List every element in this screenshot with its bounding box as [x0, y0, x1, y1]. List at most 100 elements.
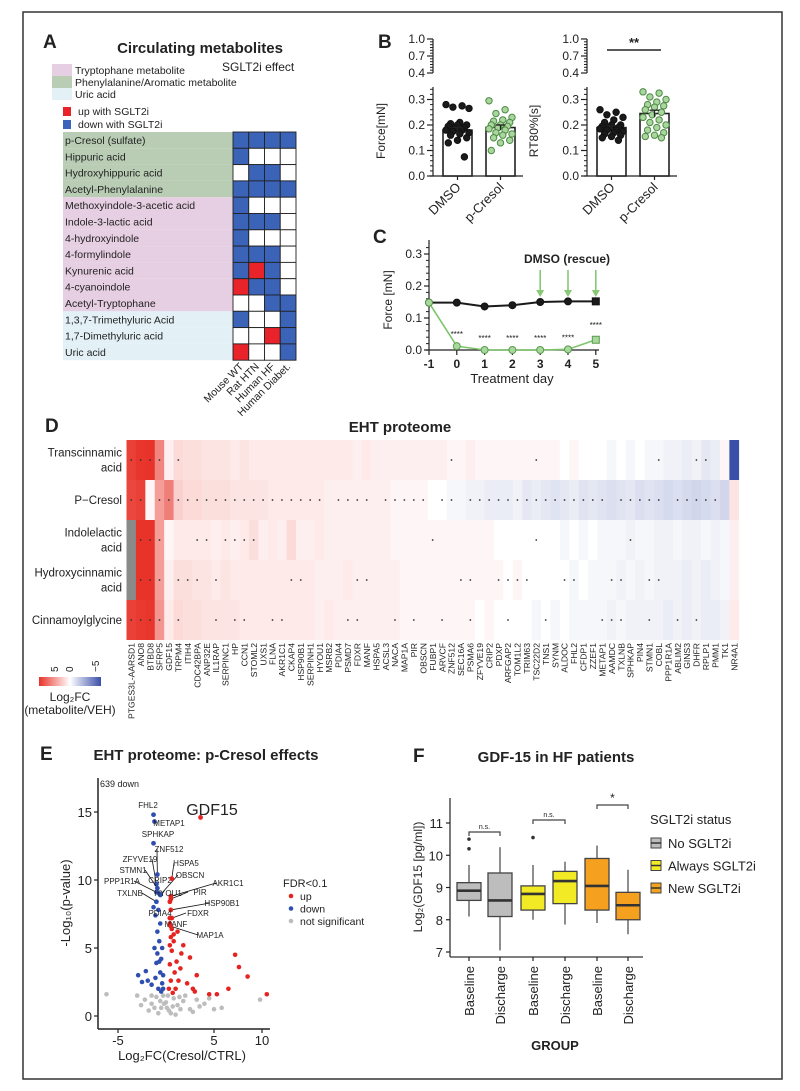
heatmap-cell	[258, 560, 269, 600]
significance-dot	[139, 459, 142, 461]
heatmap-cell	[531, 560, 542, 600]
heatmap-cell	[314, 560, 325, 600]
significance-dot	[271, 619, 274, 621]
label-leader-line	[171, 862, 175, 879]
heatmap-cell	[701, 560, 711, 600]
gene-label: ITIH4	[183, 643, 193, 664]
point-up	[184, 981, 190, 986]
effect-cell	[232, 213, 250, 231]
y-tick-label: 11	[430, 816, 444, 831]
heatmap-cell	[475, 440, 485, 480]
gene-label: PIR	[409, 643, 419, 657]
significance-dot	[573, 579, 575, 581]
colorbar-tick-label: −5	[91, 660, 102, 672]
significance-dot	[205, 539, 208, 541]
significance-dot	[563, 579, 566, 581]
colorbar	[39, 677, 101, 686]
heatmap-cell	[578, 440, 589, 480]
heatmap-cell	[701, 520, 711, 560]
heatmap-cell	[512, 440, 523, 480]
box	[552, 870, 578, 905]
point-up	[172, 970, 177, 975]
significance-dot	[620, 619, 622, 621]
effect-legend-label: up with SGLT2i	[78, 106, 149, 118]
significance-dot	[186, 499, 189, 501]
heatmap-cell	[550, 520, 561, 560]
heatmap-cell	[719, 480, 730, 520]
heatmap-cell	[465, 520, 476, 560]
gene-label: SYNM	[550, 643, 560, 668]
heatmap-cell	[446, 600, 457, 640]
gene-label: STOML2	[249, 643, 259, 677]
point-down	[159, 945, 165, 951]
heatmap-cell	[380, 520, 391, 560]
data-point	[487, 146, 495, 155]
heatmap-cell	[588, 440, 598, 480]
y-tick-label: 1.0	[562, 32, 579, 46]
heatmap-cell	[399, 600, 410, 640]
heatmap-cell	[512, 600, 523, 640]
metabolite-row-background	[63, 164, 233, 181]
metabolite-row-label: Indolelactic	[64, 528, 122, 540]
panel-f-title: GDF-15 in HF patients	[478, 749, 635, 766]
rescue-annotation: DMSO (rescue)	[524, 252, 610, 266]
data-point	[501, 106, 509, 114]
significance-bracket	[468, 831, 501, 836]
significance-dot	[149, 539, 151, 541]
colorbar-tick-label: 5	[50, 666, 61, 672]
data-point	[564, 345, 572, 354]
metabolite-label: Hippuric acid	[65, 151, 126, 163]
significance-label: *	[610, 791, 615, 805]
point-up	[194, 972, 200, 978]
heatmap-cell	[559, 600, 570, 640]
point-down	[149, 982, 154, 988]
point-down	[135, 972, 141, 978]
point-not-significant	[187, 1006, 193, 1012]
point-up	[245, 974, 250, 979]
significance-dot	[516, 499, 519, 501]
data-point	[660, 102, 668, 110]
point-not-significant	[146, 1008, 152, 1013]
significance-dot	[535, 459, 538, 461]
heatmap-cell	[371, 600, 382, 640]
label-leader-line	[170, 925, 199, 936]
effect-cell	[248, 294, 265, 312]
heatmap-cell	[258, 600, 269, 640]
gene-label: SPHKAP	[626, 643, 636, 678]
gene-label: AAMDC	[607, 643, 617, 674]
point-not-significant	[178, 1006, 183, 1012]
effect-cell	[264, 343, 281, 361]
significance-dot	[394, 619, 396, 621]
point-up	[167, 962, 173, 967]
significance-dot	[535, 499, 538, 501]
effect-cell	[264, 261, 281, 280]
heatmap-cell	[362, 520, 372, 560]
gene-label: SERPINC1	[221, 643, 231, 686]
heatmap-cell	[418, 440, 429, 480]
gene-label: TRPM4	[174, 643, 184, 672]
significance-dot	[158, 579, 161, 581]
metabolite-row-background	[63, 197, 233, 214]
effect-legend-swatch	[63, 120, 71, 129]
heatmap-cell	[597, 520, 608, 560]
x-tick-label: -5	[112, 1033, 124, 1048]
metabolite-row-background	[63, 262, 233, 279]
point-not-significant	[219, 1005, 224, 1011]
data-point	[657, 134, 666, 142]
effect-cell	[264, 278, 281, 296]
outlier-point	[467, 837, 471, 841]
metabolite-row-label: Transcinnamic	[48, 448, 123, 460]
heatmap-cell	[484, 440, 495, 480]
metabolite-row-background	[63, 311, 233, 328]
data-point	[496, 139, 505, 147]
gene-label: RPLP1	[701, 643, 711, 670]
heatmap-cell	[606, 520, 617, 560]
heatmap-cell	[305, 440, 316, 480]
significance-dot	[714, 499, 717, 501]
effect-cell	[279, 310, 297, 329]
point-not-significant	[194, 997, 200, 1002]
significance-bracket	[532, 819, 566, 824]
heatmap-cell	[691, 520, 702, 560]
heatmap-cell	[446, 520, 457, 560]
